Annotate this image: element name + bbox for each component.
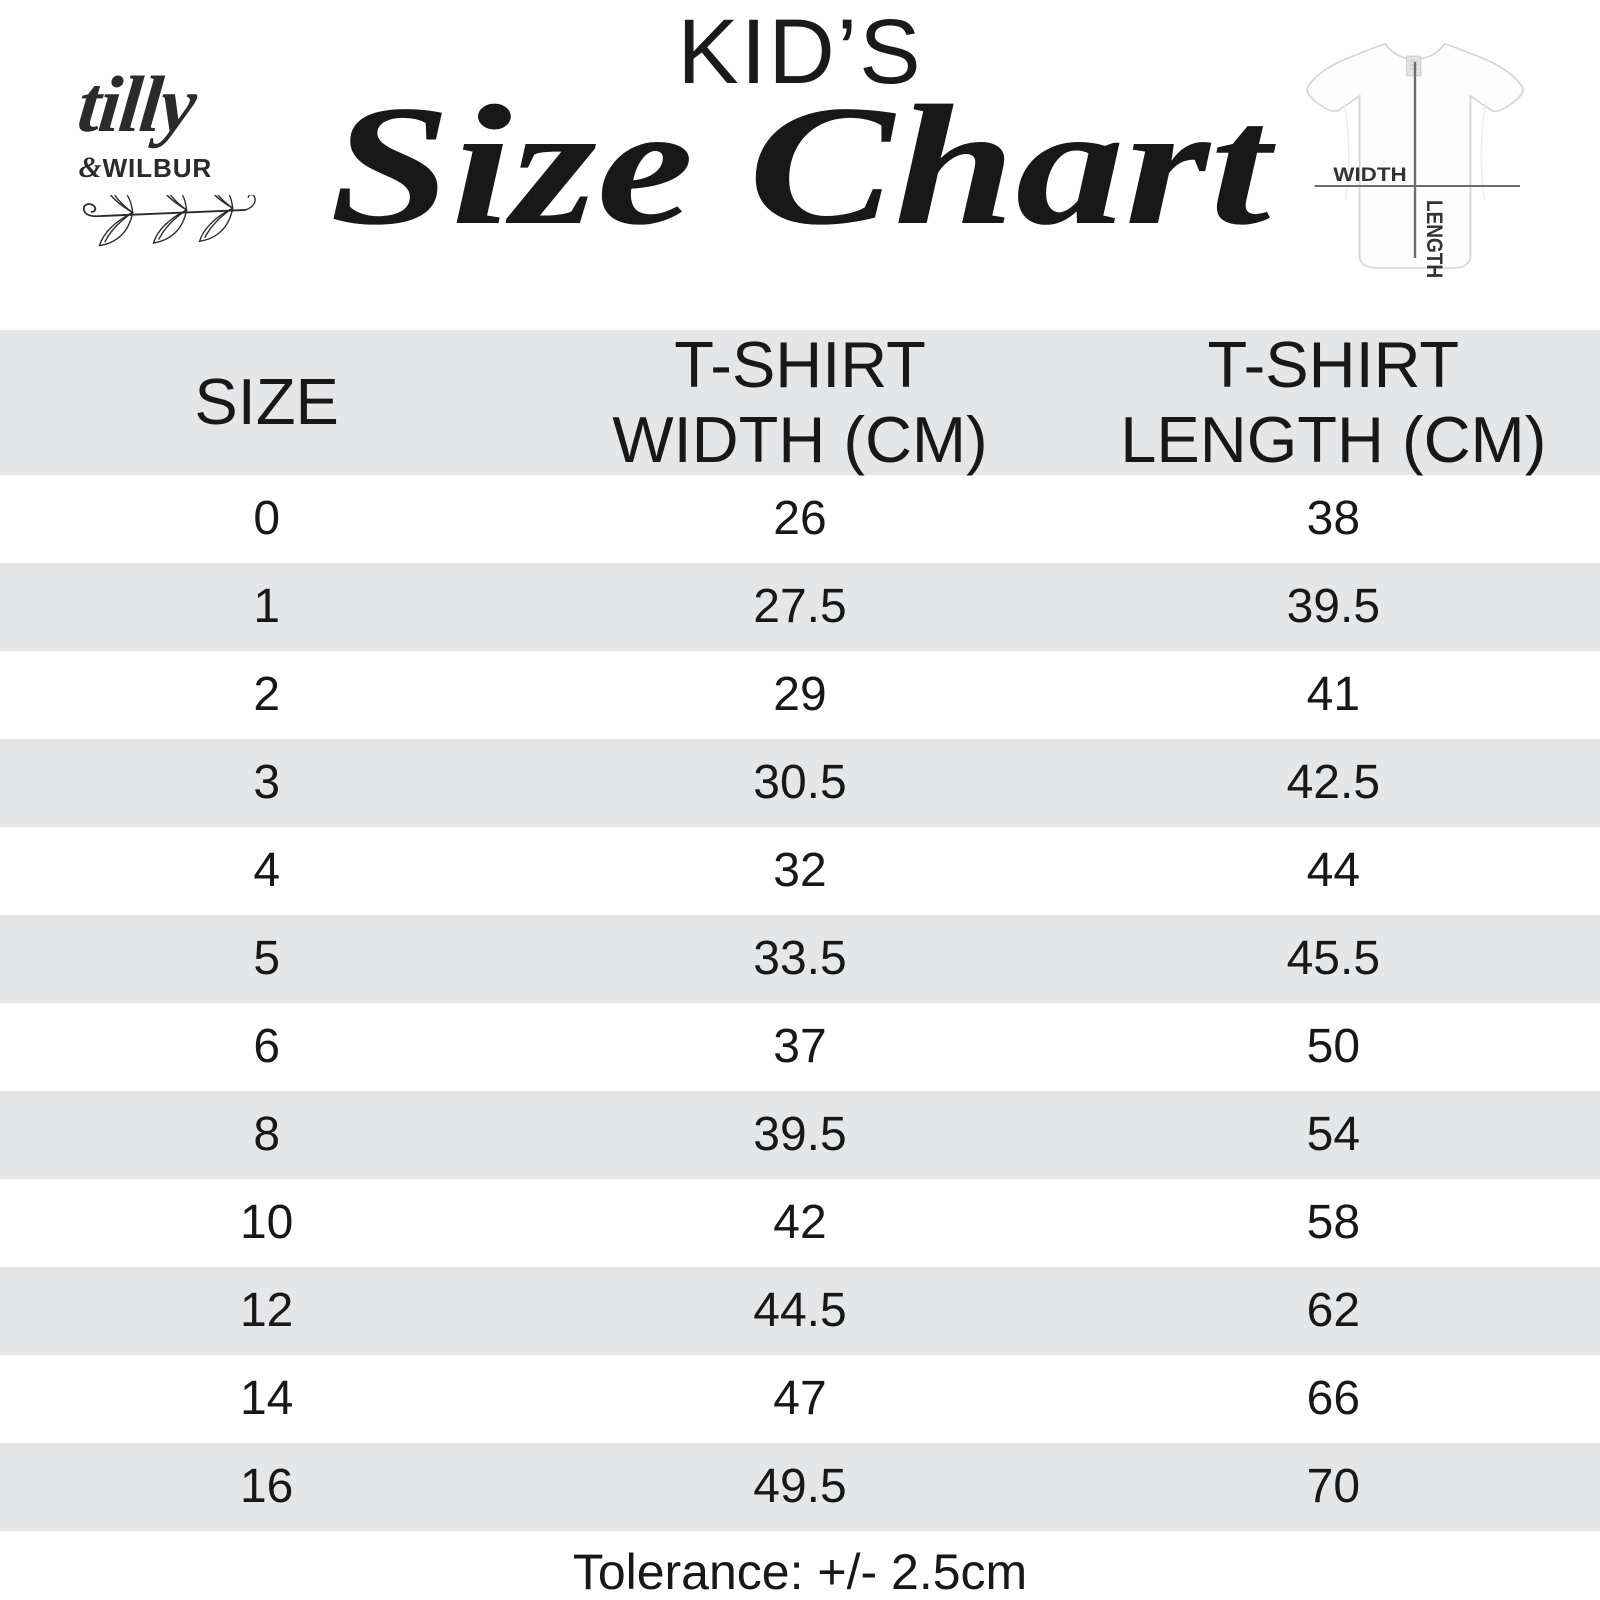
svg-text:WIDTH: WIDTH	[1333, 165, 1406, 186]
svg-text:LENGTH: LENGTH	[1421, 200, 1446, 278]
